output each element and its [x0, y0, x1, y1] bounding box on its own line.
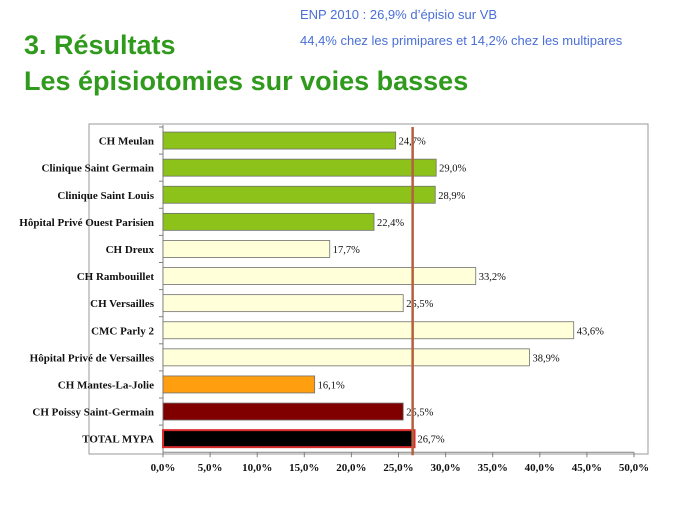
bar-8: [162, 321, 575, 340]
category-label: CH Rambouillet: [77, 271, 155, 283]
bar-5: [162, 240, 331, 258]
category-label: CH Mantes-La-Jolie: [58, 379, 154, 391]
x-tick-label: 10,0%: [242, 462, 272, 474]
data-label: 33,2%: [479, 272, 506, 283]
data-label: 22,4%: [377, 218, 404, 229]
category-label: CH Dreux: [106, 244, 155, 256]
x-tick-label: 0,0%: [151, 462, 176, 474]
bar-2: [162, 158, 437, 177]
data-label: 29,0%: [439, 164, 466, 175]
page-title: 3. Résultats: [24, 30, 176, 60]
data-label: 38,9%: [532, 353, 559, 364]
x-tick-label: 50,0%: [619, 462, 649, 474]
enp-note-line2: 44,4% chez les primipares et 14,2% chez …: [300, 33, 623, 48]
bar-12: [162, 429, 416, 449]
x-tick-label: 25,0%: [383, 462, 413, 474]
bar-4: [162, 212, 375, 231]
category-label: TOTAL MYPA: [82, 434, 154, 446]
data-label: 16,1%: [318, 380, 345, 391]
data-label: 26,7%: [418, 435, 445, 446]
chart-frame: [88, 123, 649, 455]
bar-9: [162, 348, 530, 367]
x-tick-label: 20,0%: [336, 462, 366, 474]
bar-1: [162, 131, 397, 150]
enp-note-line1: ENP 2010 : 26,9% d’épisio sur VB: [300, 7, 498, 22]
x-tick-label: 30,0%: [430, 462, 460, 474]
bar-10: [162, 375, 316, 394]
x-tick-label: 15,0%: [289, 462, 319, 474]
bar-6: [162, 267, 477, 285]
x-tick-label: 40,0%: [525, 462, 555, 474]
category-label: CH Poissy Saint-Germain: [32, 407, 154, 419]
data-label: 43,6%: [577, 326, 604, 337]
category-label: CMC Parly 2: [91, 325, 154, 337]
category-label: Hôpital Privé Ouest Parisien: [19, 217, 154, 229]
bar-7: [162, 294, 404, 313]
x-tick-label: 45,0%: [572, 462, 602, 474]
x-tick-label: 35,0%: [478, 462, 508, 474]
category-label: Clinique Saint Louis: [57, 190, 154, 202]
category-label: Hôpital Privé de Versailles: [30, 352, 155, 364]
bar-11: [162, 402, 404, 421]
data-label: 28,9%: [438, 191, 465, 202]
data-label: 25,5%: [406, 299, 433, 310]
data-label: 25,5%: [406, 408, 433, 419]
category-label: Clinique Saint Germain: [42, 163, 154, 175]
category-label: CH Meulan: [99, 136, 154, 148]
bar-3: [162, 185, 436, 204]
page-subtitle: Les épisiotomies sur voies basses: [24, 66, 469, 96]
data-label: 17,7%: [333, 245, 360, 256]
category-label: CH Versailles: [90, 298, 155, 310]
x-tick-label: 5,0%: [198, 462, 223, 474]
